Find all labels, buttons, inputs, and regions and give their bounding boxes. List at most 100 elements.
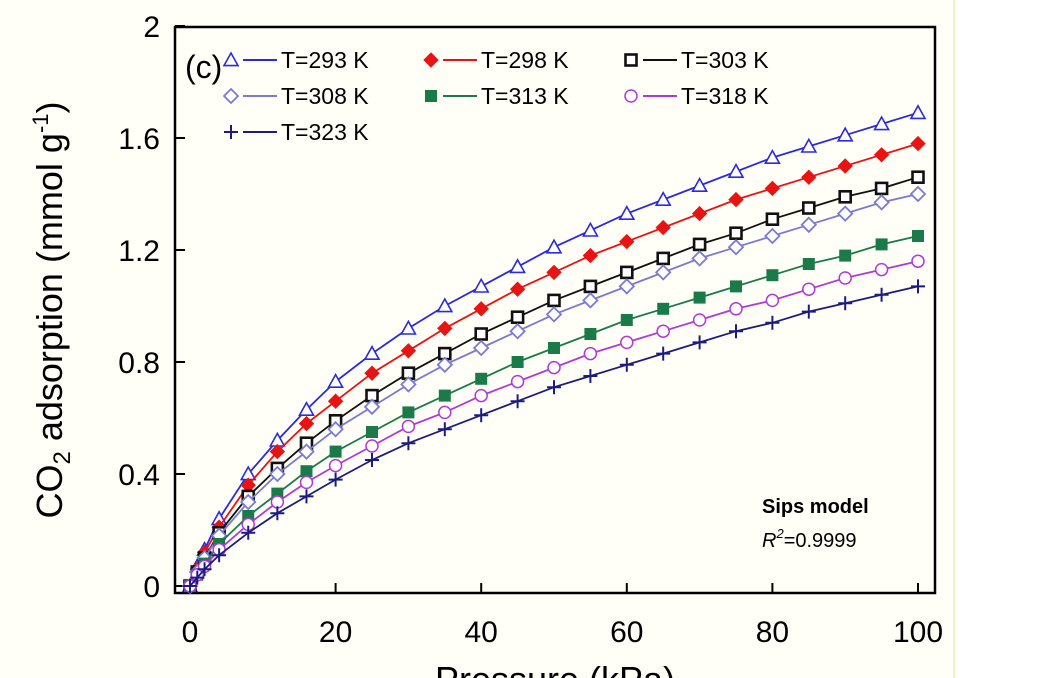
y-tick-label-1: 0.4 xyxy=(118,459,160,492)
point-t-293-k-40 xyxy=(472,277,490,293)
point-t-293-k-25 xyxy=(363,344,381,361)
point-t-313-k-35 xyxy=(438,389,451,402)
point-t-318-k-55 xyxy=(583,346,598,361)
point-t-323-k-65 xyxy=(656,346,671,361)
y-axis-title-sub: 2 xyxy=(49,451,76,464)
r-squared-value: =0.9999 xyxy=(784,530,857,552)
point-t-303-k-40 xyxy=(474,327,489,341)
point-t-313-k-60 xyxy=(620,314,633,326)
y-tick-label-3: 1.2 xyxy=(118,235,160,268)
y-tick-label-5: 2 xyxy=(143,11,160,44)
legend-marker-t-318-k xyxy=(624,89,638,103)
point-t-323-k-45 xyxy=(510,394,525,409)
point-t-313-k-16 xyxy=(300,465,313,478)
legend-marker-t-303-k xyxy=(624,53,638,67)
legend-label-t-303-k: T=303 K xyxy=(681,47,769,73)
point-t-323-k-75 xyxy=(729,324,743,339)
point-t-323-k-90 xyxy=(838,296,853,311)
point-t-318-k-16 xyxy=(299,475,314,490)
legend-label-t-313-k: T=313 K xyxy=(481,83,569,109)
point-t-308-k-70 xyxy=(691,250,708,267)
legend-label-t-323-k: T=323 K xyxy=(281,119,369,145)
point-t-298-k-90 xyxy=(837,158,853,174)
point-t-308-k-20 xyxy=(327,420,344,438)
y-axis-title-main: adsorption (mmol g xyxy=(29,133,70,451)
point-t-313-k-20 xyxy=(329,445,342,458)
sips-model-label: Sips model xyxy=(762,496,869,518)
point-t-308-k-16 xyxy=(298,443,315,460)
point-t-308-k-90 xyxy=(836,205,854,222)
series-layer xyxy=(181,104,927,595)
point-t-323-k-30 xyxy=(401,436,416,451)
point-t-298-k-85 xyxy=(801,169,817,185)
point-t-293-k-75 xyxy=(727,162,745,178)
point-t-293-k-55 xyxy=(582,221,599,237)
point-t-313-k-75 xyxy=(730,280,742,293)
point-t-313-k-30 xyxy=(402,406,415,419)
point-t-293-k-30 xyxy=(400,319,417,335)
point-t-308-k-8 xyxy=(239,493,257,511)
point-t-293-k-90 xyxy=(836,126,854,142)
plot-frame xyxy=(173,25,937,595)
point-t-318-k-30 xyxy=(401,419,416,434)
legend-item-t-318-k: T=318 K xyxy=(624,83,769,109)
point-t-293-k-16 xyxy=(298,400,315,417)
point-t-313-k-90 xyxy=(839,249,852,262)
point-t-303-k-55 xyxy=(583,279,598,294)
legend-marker-t-293-k xyxy=(222,51,240,67)
point-t-308-k-40 xyxy=(472,339,490,357)
x-tick-label-40: 40 xyxy=(465,616,498,649)
legend-item-t-293-k: T=293 K xyxy=(222,47,369,73)
point-t-313-k-55 xyxy=(584,328,597,340)
panel-tag: (c) xyxy=(185,49,222,85)
point-t-318-k-90 xyxy=(838,271,852,285)
point-t-323-k-4 xyxy=(212,548,227,563)
point-t-298-k-55 xyxy=(582,247,599,264)
point-t-323-k-8 xyxy=(241,525,256,540)
point-t-303-k-75 xyxy=(729,226,743,240)
legend-label-t-298-k: T=298 K xyxy=(481,47,569,73)
point-t-313-k-80 xyxy=(766,269,779,282)
x-tick-label-80: 80 xyxy=(756,616,789,649)
point-t-298-k-100 xyxy=(910,135,926,152)
point-t-318-k-65 xyxy=(656,324,670,338)
point-t-313-k-95 xyxy=(875,238,888,251)
point-t-298-k-20 xyxy=(327,393,344,409)
point-t-303-k-95 xyxy=(874,181,889,196)
point-t-303-k-70 xyxy=(692,237,707,252)
point-t-308-k-65 xyxy=(654,264,672,281)
series-line-t-293-k xyxy=(189,111,919,587)
y-tick-label-0: 0 xyxy=(143,571,160,604)
r-squared-label: R2=0.9999 xyxy=(762,526,857,552)
point-t-318-k-20 xyxy=(328,458,343,473)
point-t-298-k-75 xyxy=(728,191,744,208)
point-t-323-k-20 xyxy=(328,472,343,487)
legend-marker-t-308-k xyxy=(222,87,240,105)
point-t-323-k-12 xyxy=(270,506,285,521)
point-t-323-k-16 xyxy=(299,489,314,504)
point-t-303-k-100 xyxy=(911,170,925,184)
point-t-298-k-95 xyxy=(873,147,890,163)
point-t-303-k-60 xyxy=(619,265,634,280)
point-t-298-k-50 xyxy=(546,264,562,281)
point-t-313-k-40 xyxy=(475,372,488,385)
point-t-318-k-95 xyxy=(874,262,889,277)
legend-label-t-308-k: T=308 K xyxy=(281,83,369,109)
point-t-313-k-100 xyxy=(912,230,924,242)
point-t-308-k-75 xyxy=(727,238,745,256)
legend-item-t-298-k: T=298 K xyxy=(423,47,569,73)
point-t-318-k-100 xyxy=(911,254,925,268)
point-t-298-k-60 xyxy=(619,233,635,250)
point-t-308-k-25 xyxy=(363,398,381,416)
series-t-318-k xyxy=(183,254,925,593)
x-tick-label-0: 0 xyxy=(182,616,199,649)
point-t-318-k-60 xyxy=(620,335,634,350)
legend-item-t-313-k: T=313 K xyxy=(425,83,569,109)
y-axis-title-co: CO xyxy=(29,465,70,519)
point-t-308-k-55 xyxy=(582,292,599,309)
point-t-323-k-60 xyxy=(619,357,634,372)
legend-marker-t-323-k xyxy=(224,125,238,139)
y-tick-label-4: 1.6 xyxy=(118,123,160,156)
point-t-293-k-65 xyxy=(654,190,672,206)
legend-label-t-318-k: T=318 K xyxy=(681,83,769,109)
